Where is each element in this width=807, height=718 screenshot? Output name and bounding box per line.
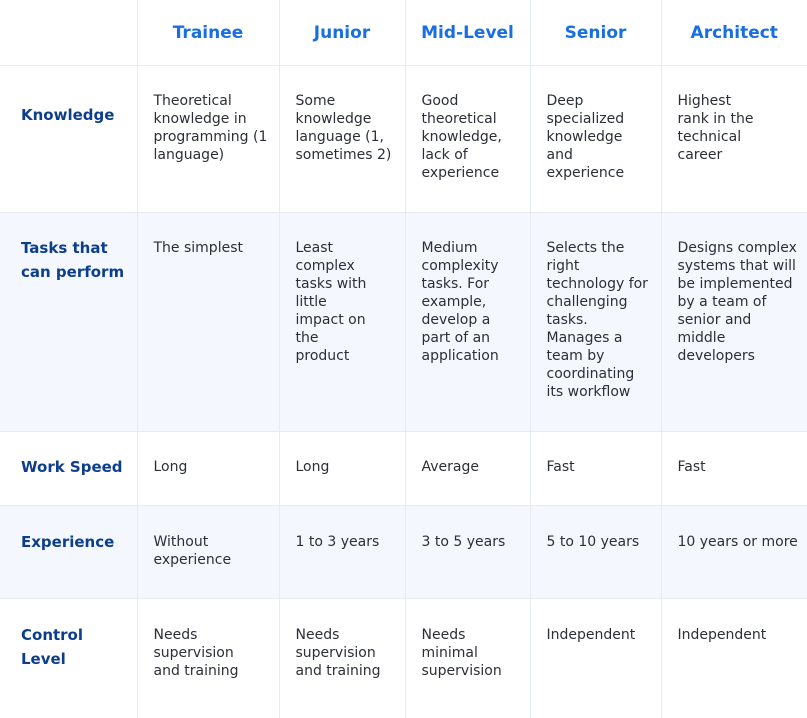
table-cell: Fast <box>529 431 662 506</box>
row-label-knowledge: Knowledge <box>0 65 138 213</box>
table-cell: Medium complexity tasks. For example, de… <box>404 212 531 432</box>
table-cell: Highest rank in the technical career <box>660 65 807 213</box>
table-cell: Independent <box>529 598 662 718</box>
table-cell: Without experience <box>136 505 280 599</box>
column-header-mid-level: Mid-Level <box>404 0 531 66</box>
table-row-knowledge: Knowledge Theoretical knowledge in progr… <box>0 65 807 213</box>
column-header-trainee: Trainee <box>136 0 280 66</box>
table-cell: 5 to 10 years <box>529 505 662 599</box>
table-row-experience: Experience Without experience 1 to 3 yea… <box>0 505 807 599</box>
table-row-work-speed: Work Speed Long Long Average Fast Fast <box>0 431 807 506</box>
table-cell: 10 years or more <box>660 505 807 599</box>
column-header-architect: Architect <box>660 0 807 66</box>
table-cell: 3 to 5 years <box>404 505 531 599</box>
header-row: Trainee Junior Mid-Level Senior Architec… <box>0 0 807 66</box>
row-label-work-speed: Work Speed <box>0 431 138 506</box>
row-label-tasks: Tasks that can perform <box>0 212 138 432</box>
corner-cell <box>0 0 138 66</box>
table-cell: Independent <box>660 598 807 718</box>
row-label-experience: Experience <box>0 505 138 599</box>
table-cell: Long <box>136 431 280 506</box>
table-row-control-level: Control Level Needs supervision and trai… <box>0 598 807 718</box>
column-header-junior: Junior <box>278 0 406 66</box>
table-cell: The simplest <box>136 212 280 432</box>
table-cell: Needs supervision and training <box>136 598 280 718</box>
table-cell: Long <box>278 431 406 506</box>
table-cell: Good theoretical knowledge, lack of expe… <box>404 65 531 213</box>
table-cell: Deep specialized knowledge and experienc… <box>529 65 662 213</box>
table-cell: Needs supervision and training <box>278 598 406 718</box>
table-cell: 1 to 3 years <box>278 505 406 599</box>
table-row-tasks: Tasks that can perform The simplest Leas… <box>0 212 807 432</box>
table-cell: Selects the right technology for challen… <box>529 212 662 432</box>
table-cell: Designs complex systems that will be imp… <box>660 212 807 432</box>
row-label-control-level: Control Level <box>0 598 138 718</box>
column-header-senior: Senior <box>529 0 662 66</box>
table-cell: Some knowledge language (1, sometimes 2) <box>278 65 406 213</box>
table-cell: Fast <box>660 431 807 506</box>
table-cell: Theoretical knowledge in programming (1 … <box>136 65 280 213</box>
table-cell: Needs minimal supervision <box>404 598 531 718</box>
table-cell: Average <box>404 431 531 506</box>
table-cell: Least complex tasks with little impact o… <box>278 212 406 432</box>
